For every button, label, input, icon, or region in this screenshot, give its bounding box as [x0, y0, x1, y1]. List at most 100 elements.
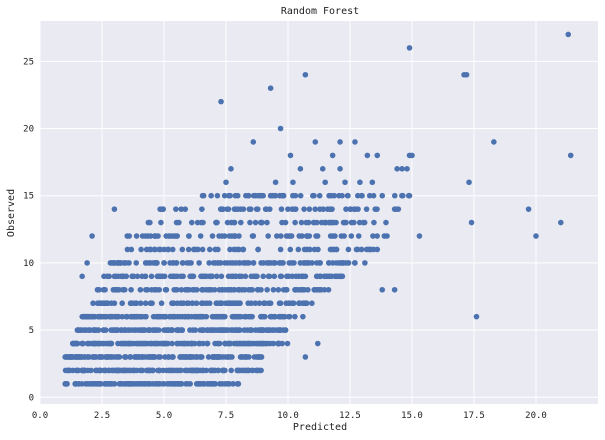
data-point — [237, 206, 244, 212]
data-point — [101, 367, 107, 374]
data-point — [313, 233, 319, 239]
data-point — [97, 381, 104, 387]
data-point — [196, 260, 202, 266]
data-point — [127, 381, 134, 387]
data-point — [352, 260, 358, 266]
data-point — [297, 166, 304, 172]
x-tick-label: 17.5 — [463, 411, 485, 421]
data-point — [119, 273, 125, 280]
data-point — [558, 219, 564, 226]
data-point — [248, 206, 254, 212]
data-point — [364, 152, 371, 159]
data-point — [295, 246, 302, 253]
data-point — [187, 381, 193, 387]
data-point — [193, 300, 200, 307]
data-point — [178, 206, 185, 212]
data-point — [285, 206, 291, 212]
data-point — [123, 354, 129, 360]
data-point — [278, 273, 285, 280]
data-point — [357, 179, 363, 186]
data-point — [136, 354, 143, 360]
data-point — [277, 327, 284, 333]
data-point — [81, 313, 88, 320]
data-point — [296, 233, 303, 239]
data-point — [404, 166, 410, 172]
data-point — [182, 354, 189, 360]
data-point — [236, 233, 242, 239]
data-point — [325, 260, 332, 266]
data-point — [139, 273, 145, 280]
data-point — [111, 300, 118, 307]
data-point — [337, 166, 343, 172]
data-point — [184, 367, 190, 374]
data-point — [309, 300, 315, 307]
data-point — [391, 192, 398, 199]
data-point — [178, 286, 185, 293]
data-point — [329, 152, 336, 159]
data-point — [285, 233, 291, 239]
data-point — [159, 340, 166, 347]
data-point — [267, 300, 274, 307]
data-point — [156, 381, 163, 387]
data-point — [251, 354, 258, 360]
data-point — [217, 381, 223, 387]
data-point — [278, 233, 284, 239]
data-point — [243, 192, 249, 199]
data-point — [131, 327, 138, 333]
data-point — [228, 219, 235, 226]
data-point — [252, 192, 259, 199]
y-tick-labels: 0 5 10 15 20 25 — [23, 57, 34, 403]
data-point — [301, 206, 307, 212]
data-point — [200, 367, 206, 374]
data-point — [275, 286, 282, 293]
data-point — [271, 260, 277, 266]
data-point — [317, 206, 323, 212]
data-point — [391, 286, 398, 293]
data-point — [149, 300, 155, 307]
data-point — [133, 233, 140, 239]
data-point — [84, 260, 90, 266]
data-point — [222, 381, 229, 387]
data-point — [286, 273, 292, 280]
data-point — [199, 354, 205, 360]
data-point — [166, 233, 172, 239]
data-points — [62, 31, 574, 387]
data-point — [216, 260, 222, 266]
data-point — [239, 340, 245, 347]
data-point — [209, 273, 215, 280]
data-point — [225, 340, 232, 347]
chart-title: Random Forest — [281, 6, 359, 17]
data-point — [179, 260, 186, 266]
data-point — [298, 273, 305, 280]
data-point — [142, 300, 149, 307]
data-point — [468, 219, 475, 226]
data-point — [126, 233, 133, 239]
data-point — [194, 286, 200, 293]
data-point — [205, 354, 212, 360]
data-point — [245, 286, 252, 293]
data-point — [261, 313, 268, 320]
data-point — [306, 260, 312, 266]
data-point — [290, 300, 297, 307]
data-point — [148, 340, 155, 347]
data-point — [72, 381, 79, 387]
data-point — [250, 260, 257, 266]
data-point — [109, 313, 115, 320]
data-point — [165, 327, 172, 333]
data-point — [145, 381, 151, 387]
data-point — [198, 300, 205, 307]
data-point — [305, 286, 311, 293]
data-point — [150, 367, 156, 374]
data-point — [242, 313, 249, 320]
data-point — [279, 340, 286, 347]
data-point — [170, 354, 176, 360]
data-point — [137, 286, 144, 293]
data-point — [249, 313, 255, 320]
data-point — [112, 327, 118, 333]
data-point — [331, 192, 338, 199]
data-point — [291, 260, 297, 266]
data-point — [143, 246, 150, 253]
data-point — [225, 354, 231, 360]
data-point — [91, 327, 97, 333]
data-point — [91, 354, 97, 360]
